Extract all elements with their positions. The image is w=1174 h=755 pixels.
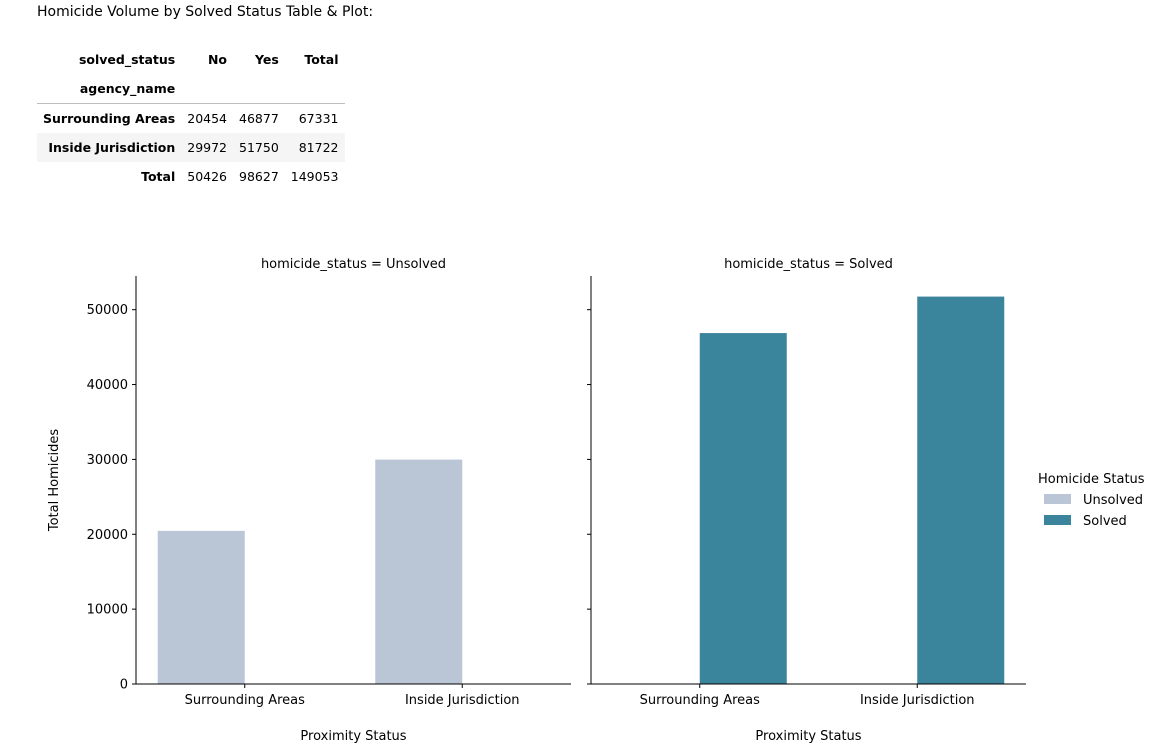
column-header: Yes	[254, 52, 279, 67]
index-name: agency_name	[37, 74, 182, 104]
legend-label: Solved	[1083, 514, 1127, 529]
y-tick-label: 50000	[87, 303, 128, 318]
y-tick-label: 20000	[87, 528, 128, 543]
column-header: Total	[304, 52, 339, 67]
table-row: Inside Jurisdiction 29972 51750 81722	[37, 133, 345, 162]
row-label: Total	[141, 169, 176, 184]
x-tick-label: Surrounding Areas	[640, 693, 761, 708]
table-cell: 98627	[239, 169, 279, 184]
panel-title: homicide_status = Solved	[724, 257, 893, 272]
columns-name: solved_status	[78, 52, 176, 67]
column-header: No	[207, 52, 228, 67]
bar	[157, 530, 245, 684]
legend-title: Homicide Status	[1038, 472, 1145, 487]
x-tick-label: Surrounding Areas	[185, 693, 306, 708]
bar	[699, 333, 787, 684]
bar	[375, 459, 463, 684]
panel-title: homicide_status = Unsolved	[261, 257, 446, 272]
table-cell: 20454	[187, 111, 228, 126]
table-cell: 29972	[181, 133, 234, 162]
page-heading: Homicide Volume by Solved Status Table &…	[37, 4, 374, 20]
legend-swatch	[1044, 494, 1071, 504]
table-cell: 51750	[233, 133, 285, 162]
bar	[917, 296, 1005, 684]
table-cell: 67331	[298, 111, 339, 126]
y-tick-label: 10000	[87, 603, 128, 618]
row-label: Inside Jurisdiction	[37, 133, 182, 162]
legend-swatch	[1044, 515, 1071, 525]
table-cell: 149053	[290, 169, 339, 184]
table-index-row: agency_name	[37, 74, 345, 104]
x-axis-label: Proximity Status	[755, 729, 861, 744]
table-cell: 46877	[239, 111, 279, 126]
table-row: Total 50426 98627 149053	[37, 162, 345, 191]
x-tick-label: Inside Jurisdiction	[405, 693, 520, 708]
x-axis-label: Proximity Status	[300, 729, 406, 744]
y-tick-label: 30000	[87, 453, 128, 468]
summary-table: solved_status No Yes Total agency_name S…	[37, 45, 345, 191]
table-header-row: solved_status No Yes Total	[37, 45, 345, 74]
table-row: Surrounding Areas 20454 46877 67331	[37, 104, 345, 134]
y-tick-label: 40000	[87, 378, 128, 393]
y-axis-label: Total Homicides	[47, 429, 62, 533]
table-cell: 50426	[187, 169, 228, 184]
row-label: Surrounding Areas	[43, 111, 176, 126]
x-tick-label: Inside Jurisdiction	[860, 693, 975, 708]
y-tick-label: 0	[120, 678, 128, 693]
legend-label: Unsolved	[1083, 493, 1143, 508]
table-cell: 81722	[284, 133, 345, 162]
